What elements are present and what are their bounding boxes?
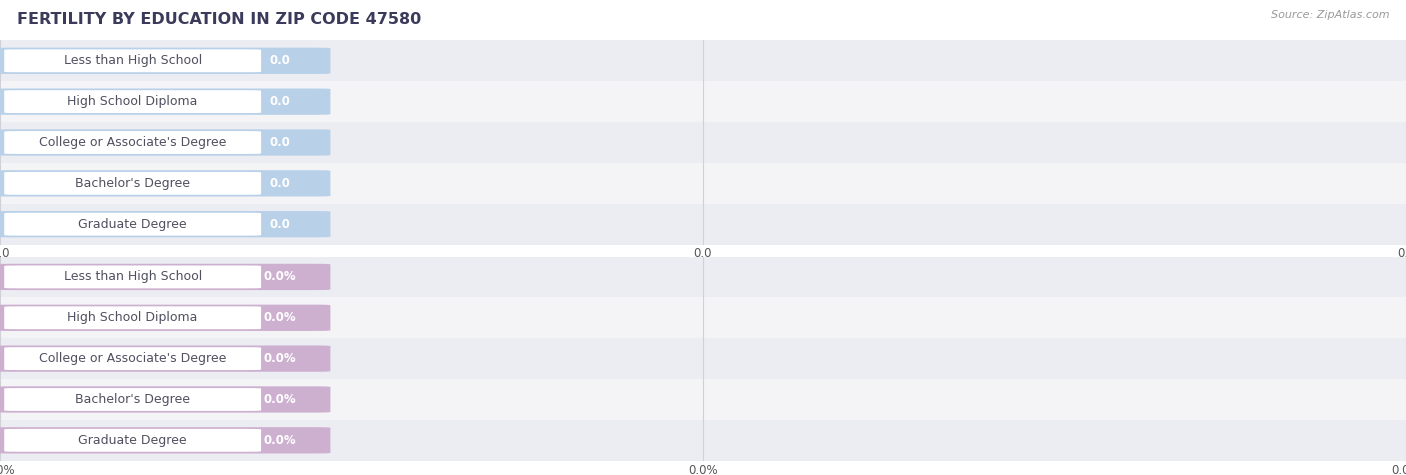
FancyBboxPatch shape [0,211,330,238]
FancyBboxPatch shape [0,264,330,290]
FancyBboxPatch shape [4,306,262,329]
Text: 0.0: 0.0 [270,218,291,231]
FancyBboxPatch shape [0,88,330,115]
FancyBboxPatch shape [0,304,330,331]
Text: High School Diploma: High School Diploma [67,311,198,324]
Bar [0,379,1406,420]
Text: 0.0: 0.0 [270,136,291,149]
FancyBboxPatch shape [4,388,262,411]
FancyBboxPatch shape [4,266,262,288]
Bar [0,420,1406,461]
Text: 0.0%: 0.0% [264,434,297,447]
FancyBboxPatch shape [4,172,262,195]
FancyBboxPatch shape [0,386,330,413]
Text: High School Diploma: High School Diploma [67,95,198,108]
Bar [0,81,1406,122]
Bar [0,204,1406,245]
FancyBboxPatch shape [0,48,330,74]
Bar [0,122,1406,163]
Bar [0,40,1406,81]
Text: College or Associate's Degree: College or Associate's Degree [39,136,226,149]
FancyBboxPatch shape [4,49,262,72]
Bar [0,163,1406,204]
Text: FERTILITY BY EDUCATION IN ZIP CODE 47580: FERTILITY BY EDUCATION IN ZIP CODE 47580 [17,12,422,27]
FancyBboxPatch shape [0,129,330,156]
Text: Less than High School: Less than High School [63,54,202,67]
Text: Graduate Degree: Graduate Degree [79,434,187,447]
Text: 0.0: 0.0 [270,54,291,67]
Text: Bachelor's Degree: Bachelor's Degree [75,393,190,406]
Text: Graduate Degree: Graduate Degree [79,218,187,231]
Text: College or Associate's Degree: College or Associate's Degree [39,352,226,365]
Bar [0,256,1406,297]
FancyBboxPatch shape [0,170,330,197]
FancyBboxPatch shape [4,131,262,154]
FancyBboxPatch shape [4,429,262,452]
Text: 0.0%: 0.0% [264,311,297,324]
Text: 0.0: 0.0 [270,177,291,190]
Text: 0.0%: 0.0% [264,393,297,406]
Text: Source: ZipAtlas.com: Source: ZipAtlas.com [1271,10,1389,20]
Bar [0,338,1406,379]
Text: Less than High School: Less than High School [63,270,202,284]
Text: Bachelor's Degree: Bachelor's Degree [75,177,190,190]
FancyBboxPatch shape [4,90,262,113]
Text: 0.0%: 0.0% [264,352,297,365]
Bar [0,297,1406,338]
Text: 0.0%: 0.0% [264,270,297,284]
FancyBboxPatch shape [0,345,330,372]
Text: 0.0: 0.0 [270,95,291,108]
FancyBboxPatch shape [4,347,262,370]
FancyBboxPatch shape [4,213,262,236]
FancyBboxPatch shape [0,427,330,454]
